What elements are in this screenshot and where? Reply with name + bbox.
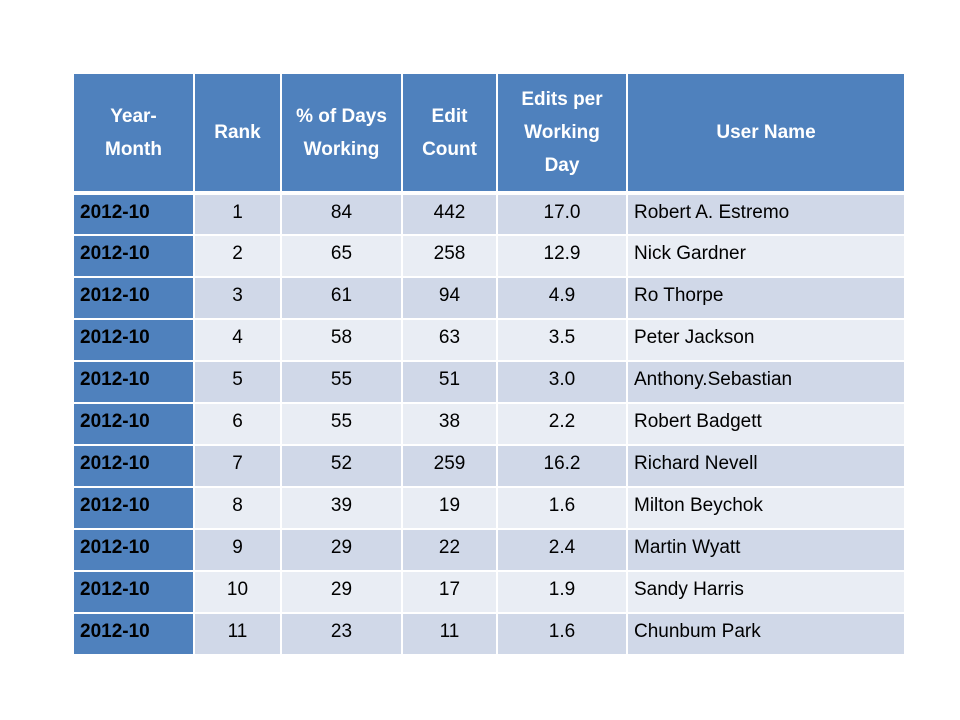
- cell-year-month: 2012-10: [72, 234, 195, 278]
- cell-edits-per-working-day: 12.9: [496, 234, 628, 278]
- cell-pct-days-working: 55: [280, 360, 403, 404]
- cell-user-name: Anthony.Sebastian: [626, 360, 906, 404]
- cell-edit-count: 63: [401, 318, 498, 362]
- cell-edit-count: 19: [401, 486, 498, 530]
- table-row: 2012-10 9 29 22 2.4 Martin Wyatt: [72, 528, 906, 572]
- header-edits-per-working-day: Edits per Working Day: [496, 72, 628, 194]
- cell-rank: 9: [193, 528, 282, 572]
- cell-edits-per-working-day: 3.5: [496, 318, 628, 362]
- cell-edit-count: 259: [401, 444, 498, 488]
- table-row: 2012-10 1 84 442 17.0 Robert A. Estremo: [72, 191, 906, 236]
- cell-year-month: 2012-10: [72, 191, 195, 236]
- cell-pct-days-working: 52: [280, 444, 403, 488]
- cell-user-name: Robert Badgett: [626, 402, 906, 446]
- cell-pct-days-working: 84: [280, 191, 403, 236]
- header-user-name: User Name: [626, 72, 906, 194]
- cell-rank: 5: [193, 360, 282, 404]
- cell-edit-count: 51: [401, 360, 498, 404]
- header-year-month: Year- Month: [72, 72, 195, 194]
- cell-edits-per-working-day: 1.6: [496, 612, 628, 656]
- cell-rank: 8: [193, 486, 282, 530]
- cell-edits-per-working-day: 4.9: [496, 276, 628, 320]
- cell-year-month: 2012-10: [72, 318, 195, 362]
- cell-year-month: 2012-10: [72, 444, 195, 488]
- cell-edits-per-working-day: 2.4: [496, 528, 628, 572]
- cell-edits-per-working-day: 3.0: [496, 360, 628, 404]
- table-row: 2012-10 5 55 51 3.0 Anthony.Sebastian: [72, 360, 906, 404]
- cell-rank: 11: [193, 612, 282, 656]
- cell-user-name: Martin Wyatt: [626, 528, 906, 572]
- cell-pct-days-working: 29: [280, 528, 403, 572]
- editor-ranking-table: Year- Month Rank % of Days Working Edit …: [72, 72, 906, 656]
- cell-year-month: 2012-10: [72, 402, 195, 446]
- cell-edits-per-working-day: 17.0: [496, 191, 628, 236]
- cell-pct-days-working: 29: [280, 570, 403, 614]
- header-pct-days-working: % of Days Working: [280, 72, 403, 194]
- cell-edit-count: 258: [401, 234, 498, 278]
- cell-user-name: Sandy Harris: [626, 570, 906, 614]
- cell-rank: 2: [193, 234, 282, 278]
- table-row: 2012-10 11 23 11 1.6 Chunbum Park: [72, 612, 906, 656]
- cell-edit-count: 17: [401, 570, 498, 614]
- cell-rank: 3: [193, 276, 282, 320]
- table-header-row: Year- Month Rank % of Days Working Edit …: [72, 72, 906, 194]
- header-edit-count: Edit Count: [401, 72, 498, 194]
- cell-pct-days-working: 39: [280, 486, 403, 530]
- cell-edits-per-working-day: 2.2: [496, 402, 628, 446]
- table-row: 2012-10 10 29 17 1.9 Sandy Harris: [72, 570, 906, 614]
- cell-edit-count: 442: [401, 191, 498, 236]
- cell-user-name: Ro Thorpe: [626, 276, 906, 320]
- cell-user-name: Robert A. Estremo: [626, 191, 906, 236]
- table-row: 2012-10 2 65 258 12.9 Nick Gardner: [72, 234, 906, 278]
- cell-year-month: 2012-10: [72, 570, 195, 614]
- header-rank: Rank: [193, 72, 282, 194]
- cell-user-name: Peter Jackson: [626, 318, 906, 362]
- cell-pct-days-working: 23: [280, 612, 403, 656]
- cell-year-month: 2012-10: [72, 360, 195, 404]
- cell-edit-count: 11: [401, 612, 498, 656]
- cell-edit-count: 38: [401, 402, 498, 446]
- cell-rank: 10: [193, 570, 282, 614]
- cell-edit-count: 22: [401, 528, 498, 572]
- cell-edit-count: 94: [401, 276, 498, 320]
- table-row: 2012-10 6 55 38 2.2 Robert Badgett: [72, 402, 906, 446]
- cell-rank: 7: [193, 444, 282, 488]
- cell-user-name: Nick Gardner: [626, 234, 906, 278]
- cell-pct-days-working: 61: [280, 276, 403, 320]
- cell-pct-days-working: 58: [280, 318, 403, 362]
- cell-user-name: Chunbum Park: [626, 612, 906, 656]
- table-row: 2012-10 7 52 259 16.2 Richard Nevell: [72, 444, 906, 488]
- cell-rank: 6: [193, 402, 282, 446]
- table-row: 2012-10 3 61 94 4.9 Ro Thorpe: [72, 276, 906, 320]
- cell-edits-per-working-day: 16.2: [496, 444, 628, 488]
- table-body: 2012-10 1 84 442 17.0 Robert A. Estremo 2012-1…: [72, 191, 906, 656]
- cell-pct-days-working: 65: [280, 234, 403, 278]
- cell-year-month: 2012-10: [72, 528, 195, 572]
- cell-pct-days-working: 55: [280, 402, 403, 446]
- cell-edits-per-working-day: 1.6: [496, 486, 628, 530]
- cell-rank: 1: [193, 191, 282, 236]
- cell-user-name: Richard Nevell: [626, 444, 906, 488]
- cell-year-month: 2012-10: [72, 612, 195, 656]
- cell-year-month: 2012-10: [72, 486, 195, 530]
- table-row: 2012-10 4 58 63 3.5 Peter Jackson: [72, 318, 906, 362]
- table-row: 2012-10 8 39 19 1.6 Milton Beychok: [72, 486, 906, 530]
- cell-year-month: 2012-10: [72, 276, 195, 320]
- cell-edits-per-working-day: 1.9: [496, 570, 628, 614]
- cell-user-name: Milton Beychok: [626, 486, 906, 530]
- cell-rank: 4: [193, 318, 282, 362]
